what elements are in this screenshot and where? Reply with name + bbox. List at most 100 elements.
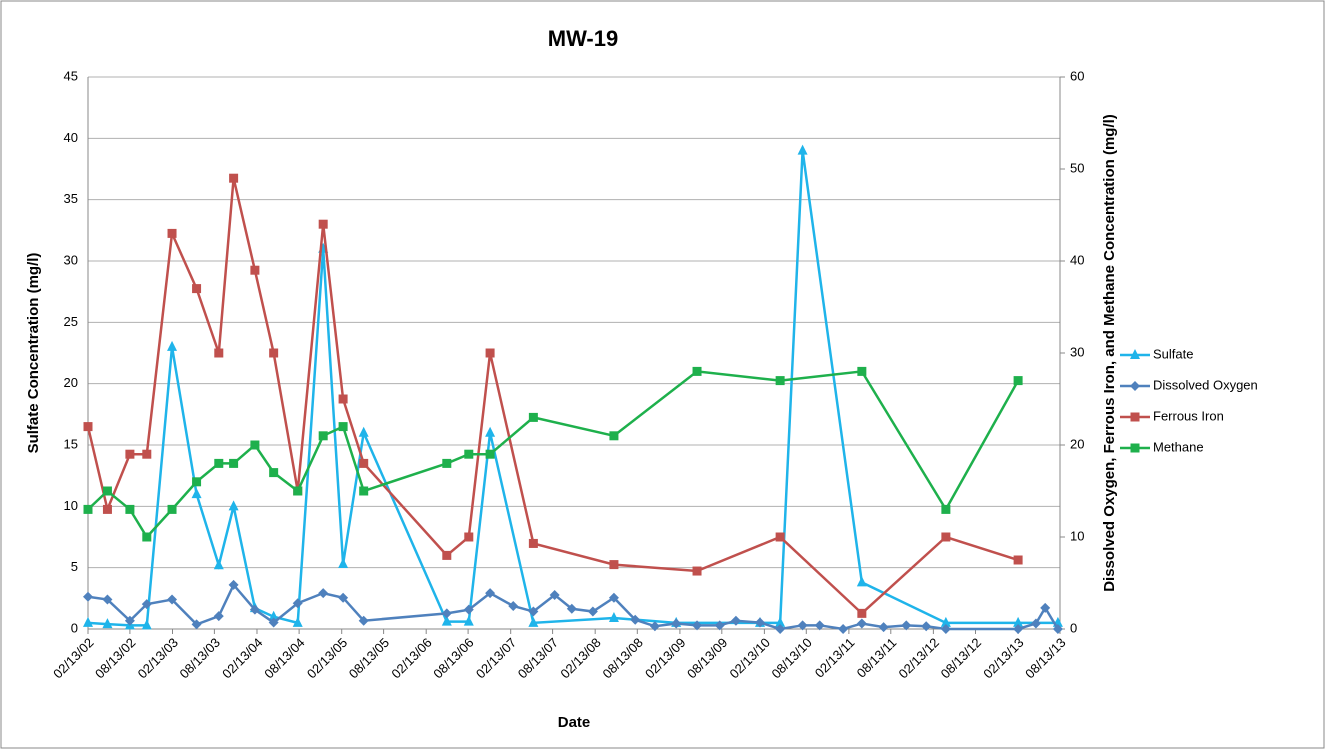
marker bbox=[213, 611, 224, 622]
marker bbox=[142, 449, 152, 459]
marker bbox=[1013, 616, 1024, 627]
marker bbox=[856, 576, 867, 587]
marker bbox=[214, 348, 224, 358]
marker bbox=[714, 620, 725, 631]
marker bbox=[338, 592, 349, 603]
marker bbox=[941, 504, 951, 514]
marker bbox=[1130, 412, 1140, 422]
marker bbox=[213, 559, 224, 570]
marker bbox=[269, 348, 279, 358]
x-axis-title: Date bbox=[558, 714, 591, 731]
marker bbox=[292, 598, 303, 609]
marker bbox=[250, 440, 260, 450]
marker bbox=[1040, 602, 1051, 613]
marker bbox=[566, 603, 577, 614]
marker bbox=[192, 284, 202, 294]
y2-tick-label: 10 bbox=[1070, 528, 1084, 543]
marker bbox=[940, 616, 951, 627]
y2-tick-label: 50 bbox=[1070, 160, 1084, 175]
marker bbox=[878, 622, 889, 633]
marker bbox=[338, 394, 348, 404]
marker bbox=[940, 624, 951, 634]
marker bbox=[228, 500, 239, 511]
marker bbox=[102, 504, 112, 514]
marker bbox=[463, 615, 474, 626]
marker bbox=[102, 486, 112, 496]
marker bbox=[754, 617, 765, 628]
marker bbox=[442, 458, 452, 468]
marker bbox=[142, 532, 152, 542]
y2-axis-title: Dissolved Oxygen, Ferrous Iron, and Meth… bbox=[1101, 114, 1118, 592]
legend-label: Ferrous Iron bbox=[1153, 408, 1224, 423]
marker bbox=[814, 620, 825, 631]
marker bbox=[1130, 349, 1140, 359]
marker bbox=[250, 265, 260, 275]
marker bbox=[102, 594, 113, 605]
marker bbox=[124, 615, 135, 626]
legend-label: Methane bbox=[1153, 439, 1204, 454]
marker bbox=[358, 615, 369, 626]
y-tick-label: 25 bbox=[64, 314, 78, 329]
marker bbox=[692, 366, 702, 376]
marker bbox=[229, 173, 239, 183]
marker bbox=[318, 431, 328, 441]
marker bbox=[775, 624, 786, 634]
marker bbox=[485, 348, 495, 358]
marker bbox=[775, 532, 785, 542]
y2-tick-label: 60 bbox=[1070, 68, 1084, 83]
marker bbox=[587, 606, 598, 617]
marker bbox=[318, 219, 328, 229]
marker bbox=[1013, 624, 1024, 634]
y2-tick-label: 30 bbox=[1070, 344, 1084, 359]
y-tick-label: 5 bbox=[71, 559, 78, 574]
marker bbox=[1052, 624, 1063, 634]
marker bbox=[441, 608, 452, 619]
marker bbox=[485, 588, 496, 599]
marker bbox=[269, 468, 279, 478]
marker bbox=[318, 588, 329, 599]
marker bbox=[102, 618, 113, 629]
marker bbox=[485, 426, 496, 437]
marker bbox=[292, 616, 303, 627]
marker bbox=[83, 616, 93, 627]
marker bbox=[83, 504, 93, 514]
marker bbox=[442, 550, 452, 560]
marker bbox=[608, 592, 619, 603]
marker bbox=[167, 228, 177, 238]
marker bbox=[214, 458, 224, 468]
y2-tick-label: 20 bbox=[1070, 436, 1084, 451]
marker bbox=[528, 538, 538, 548]
marker bbox=[856, 618, 867, 629]
marker bbox=[359, 486, 369, 496]
marker bbox=[901, 620, 912, 631]
marker bbox=[797, 620, 808, 631]
marker bbox=[441, 615, 452, 626]
y-tick-label: 40 bbox=[64, 130, 78, 145]
y-axis-title: Sulfate Concentration (mg/l) bbox=[25, 253, 42, 454]
marker bbox=[608, 611, 619, 622]
marker bbox=[528, 606, 539, 617]
y-tick-label: 30 bbox=[64, 252, 78, 267]
marker bbox=[358, 426, 369, 437]
marker bbox=[775, 376, 785, 386]
marker bbox=[338, 557, 349, 568]
marker bbox=[229, 458, 239, 468]
marker bbox=[83, 422, 93, 432]
marker bbox=[857, 608, 867, 618]
marker bbox=[125, 504, 135, 514]
marker bbox=[649, 621, 660, 632]
marker bbox=[671, 618, 682, 629]
y-tick-label: 15 bbox=[64, 436, 78, 451]
marker bbox=[463, 604, 474, 615]
series-line bbox=[86, 177, 1019, 616]
marker bbox=[1013, 555, 1023, 565]
marker bbox=[609, 431, 619, 441]
marker bbox=[609, 560, 619, 570]
marker bbox=[838, 624, 849, 634]
marker bbox=[549, 589, 560, 600]
marker bbox=[141, 599, 152, 610]
marker bbox=[921, 621, 932, 632]
y2-tick-label: 40 bbox=[1070, 252, 1084, 267]
marker bbox=[941, 532, 951, 542]
